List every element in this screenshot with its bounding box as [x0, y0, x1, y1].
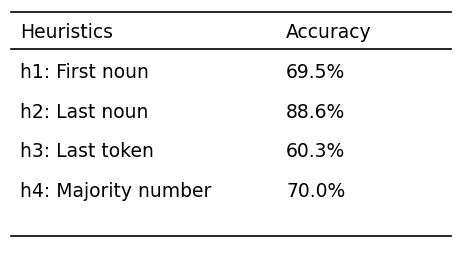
Text: 70.0%: 70.0%: [286, 182, 346, 201]
Text: 60.3%: 60.3%: [286, 142, 346, 162]
Text: h3: Last token: h3: Last token: [20, 142, 154, 162]
Text: 88.6%: 88.6%: [286, 103, 346, 122]
Text: h1: First noun: h1: First noun: [20, 63, 149, 82]
Text: 69.5%: 69.5%: [286, 63, 346, 82]
Text: h4: Majority number: h4: Majority number: [20, 182, 211, 201]
Text: Heuristics: Heuristics: [20, 22, 113, 42]
Text: Accuracy: Accuracy: [286, 22, 372, 42]
Text: h2: Last noun: h2: Last noun: [20, 103, 148, 122]
